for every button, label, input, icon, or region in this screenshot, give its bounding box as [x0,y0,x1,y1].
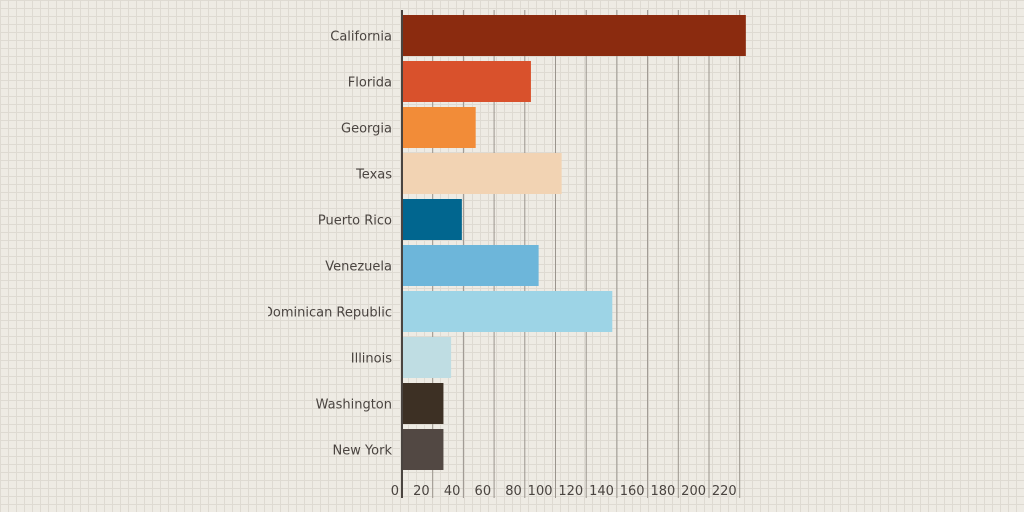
x-tick-label: 160 [620,484,645,499]
bar [402,61,531,102]
bar [402,107,476,148]
x-tick-label: 220 [712,484,737,499]
category-label: Florida [348,76,392,91]
x-tick-label: 80 [505,484,522,499]
x-tick-label: 60 [475,484,492,499]
bar [402,383,444,424]
x-tick-label: 140 [589,484,614,499]
x-tick-label: 0 [391,484,399,499]
x-tick-label: 100 [528,484,553,499]
category-label: Puerto Rico [318,214,392,229]
x-tick-label: 120 [558,484,583,499]
category-label: Dominican Republic [263,306,392,321]
x-tick-label: 200 [681,484,706,499]
bar [402,153,562,194]
category-label: Illinois [351,352,392,367]
category-label: California [330,30,392,45]
x-tick-label: 20 [413,484,430,499]
bar [402,245,539,286]
x-tick-label: 40 [444,484,461,499]
x-tick-label: 180 [650,484,675,499]
category-label: New York [332,444,392,459]
category-label: Texas [355,168,392,183]
category-label: Venezuela [325,260,392,275]
category-label: Georgia [341,122,392,137]
bar [402,337,452,378]
category-label: Washington [316,398,392,413]
bar [402,429,444,470]
bar [402,291,613,332]
bar [402,15,746,56]
bar [402,199,462,240]
